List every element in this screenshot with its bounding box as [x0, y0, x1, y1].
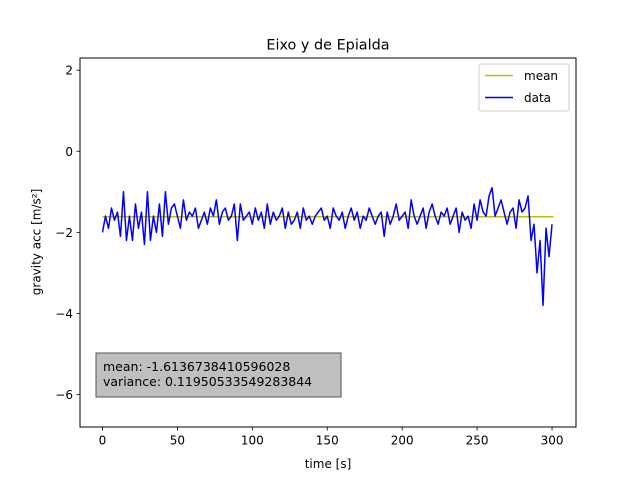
y-tick-label: 0 — [65, 145, 73, 159]
x-tick-label: 250 — [466, 434, 489, 448]
legend-data-label: data — [524, 91, 551, 105]
y-tick-label: −6 — [55, 388, 73, 402]
x-axis-label: time [s] — [305, 457, 352, 471]
chart-title: Eixo y de Epialda — [266, 38, 389, 54]
y-tick-label: −4 — [55, 307, 73, 321]
stats-mean-text: mean: -1.6136738410596028 — [103, 359, 290, 374]
x-tick-label: 100 — [241, 434, 264, 448]
y-axis-label: gravity acc [m/s²] — [30, 189, 44, 295]
legend: mean data — [478, 63, 570, 112]
x-tick-label: 150 — [316, 434, 339, 448]
series-line-data — [101, 187, 553, 307]
legend-mean-label: mean — [524, 69, 558, 83]
stats-variance-text: variance: 0.11950533549283844 — [103, 374, 312, 389]
x-tick-label: 0 — [99, 434, 107, 448]
y-tick-label: 2 — [65, 64, 73, 78]
x-tick-label: 200 — [391, 434, 414, 448]
x-tick-label: 300 — [541, 434, 564, 448]
axes-frame — [79, 57, 577, 428]
stats-box-background — [95, 352, 342, 398]
y-tick-label: −2 — [55, 226, 73, 240]
x-tick-label: 50 — [170, 434, 185, 448]
y-axis: 2 0 −2 −4 −6 — [55, 64, 80, 402]
plot-area — [101, 187, 554, 307]
stats-box: mean: -1.6136738410596028 variance: 0.11… — [95, 352, 342, 398]
x-axis: 0 50 100 150 200 250 300 — [99, 427, 564, 448]
